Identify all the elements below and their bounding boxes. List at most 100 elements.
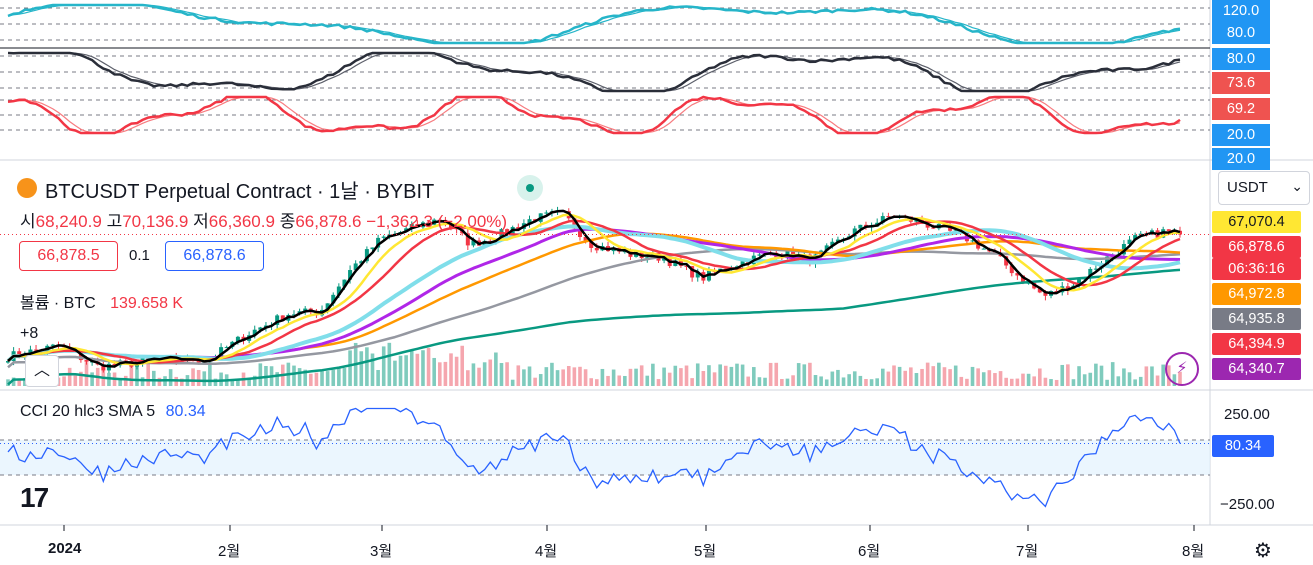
tradingview-logo[interactable]: 17: [20, 482, 49, 513]
sell-price-box[interactable]: 66,878.5: [19, 241, 118, 271]
volume-bar: [645, 375, 650, 386]
volume-bar: [987, 370, 992, 386]
volume-bar: [1088, 372, 1093, 386]
buy-price-box[interactable]: 66,878.6: [165, 241, 264, 271]
volume-bar: [937, 362, 941, 386]
volume-bar: [953, 365, 958, 386]
volume-bar: [309, 373, 313, 386]
volume-bar: [729, 366, 734, 386]
price-axis-tag: 06:36:16: [1212, 258, 1301, 280]
candle-body: [684, 265, 689, 267]
volume-bar: [600, 368, 605, 386]
volume-bar: [140, 377, 145, 386]
volume-bar: [880, 368, 885, 386]
volume-bar: [1161, 364, 1165, 386]
volume-bar: [746, 376, 751, 386]
volume-bar: [959, 376, 964, 386]
collapse-legend-button[interactable]: ︿: [25, 355, 59, 387]
volume-bar: [780, 378, 784, 386]
candle-body: [673, 260, 678, 267]
market-status-icon[interactable]: [517, 175, 543, 201]
cci-axis-upper: 250.00: [1224, 406, 1270, 423]
volume-bar: [230, 379, 235, 386]
settings-gear-icon[interactable]: ⚙: [1254, 540, 1272, 562]
spread-value: 0.1: [129, 247, 150, 264]
volume-bar: [561, 369, 565, 386]
volume-bar: [1116, 376, 1121, 386]
volume-bar: [466, 370, 470, 386]
volume-bar: [320, 371, 324, 386]
volume-bar: [101, 366, 106, 386]
candle-body: [1133, 235, 1138, 240]
candle-body: [331, 294, 336, 304]
symbol-title[interactable]: BTCUSDT Perpetual Contract · 1날 · BYBIT: [45, 181, 435, 203]
candle-body: [449, 223, 454, 229]
volume-bar: [566, 366, 571, 386]
osc-cyan-signal-line: [7, 4, 1181, 44]
candle-body: [505, 229, 510, 234]
volume-bar: [129, 365, 134, 386]
volume-bar: [735, 363, 739, 386]
candle-body: [224, 347, 229, 349]
volume-bar: [886, 371, 891, 386]
chevron-down-icon: ⌄: [1291, 178, 1303, 194]
volume-bar: [409, 349, 414, 386]
volume-bar: [684, 365, 689, 386]
time-axis-label: 7월: [1016, 543, 1039, 560]
volume-bar: [830, 371, 835, 386]
volume-bar: [802, 364, 807, 386]
volume-bar: [1004, 377, 1008, 386]
volume-bar: [1105, 379, 1109, 386]
volume-bar: [752, 367, 756, 386]
volume-bar: [639, 365, 644, 386]
volume-bar: [180, 378, 184, 386]
volume-bar: [11, 377, 16, 386]
volume-bar: [236, 379, 240, 386]
hidden-indicators-count[interactable]: +8: [20, 325, 39, 342]
candle-body: [1178, 230, 1182, 235]
candle-body: [1037, 288, 1042, 293]
volume-bar: [437, 362, 442, 386]
volume-bar: [157, 377, 162, 386]
volume-bar: [303, 369, 308, 386]
volume-bar: [695, 363, 700, 386]
volume-bar: [583, 369, 588, 386]
volume-bar: [454, 356, 459, 386]
oscillator-axis-tag: 80.0: [1212, 22, 1270, 44]
candle-body: [695, 272, 700, 278]
candle-body: [471, 240, 476, 246]
cci-line: [7, 407, 1181, 508]
oscillator-axis-tag: 69.2: [1212, 98, 1270, 120]
candle-body: [303, 308, 308, 312]
currency-select[interactable]: USDT ⌄: [1218, 171, 1310, 205]
volume-bar: [965, 378, 969, 386]
volume-bar: [757, 377, 762, 386]
candle-body: [34, 349, 39, 351]
ma-gray-line: [7, 247, 1181, 369]
alert-lightning-icon[interactable]: ⚡: [1165, 352, 1199, 386]
candle-body: [291, 314, 296, 316]
volume-bar: [662, 367, 666, 386]
volume-bar: [1054, 379, 1059, 386]
volume-bar: [477, 367, 481, 386]
close-value: 66,878.6: [295, 212, 362, 231]
volume-bar: [813, 375, 818, 386]
volume-bar: [909, 367, 913, 386]
time-axis-label: 8월: [1182, 543, 1205, 560]
volume-bar: [196, 369, 201, 386]
volume-bar: [656, 379, 661, 386]
volume-bar: [533, 377, 537, 386]
volume-bar: [1026, 373, 1031, 386]
low-label: 저: [193, 212, 209, 231]
volume-bar: [1127, 372, 1132, 386]
volume-bar: [1032, 376, 1037, 386]
volume-bar: [914, 373, 919, 386]
volume-bar: [836, 369, 840, 386]
candle-body: [1020, 275, 1025, 283]
volume-bar: [151, 370, 156, 386]
candle-body: [544, 212, 549, 214]
volume-bar: [1015, 378, 1020, 386]
volume-bar: [191, 368, 195, 386]
volume-bar: [516, 365, 521, 386]
